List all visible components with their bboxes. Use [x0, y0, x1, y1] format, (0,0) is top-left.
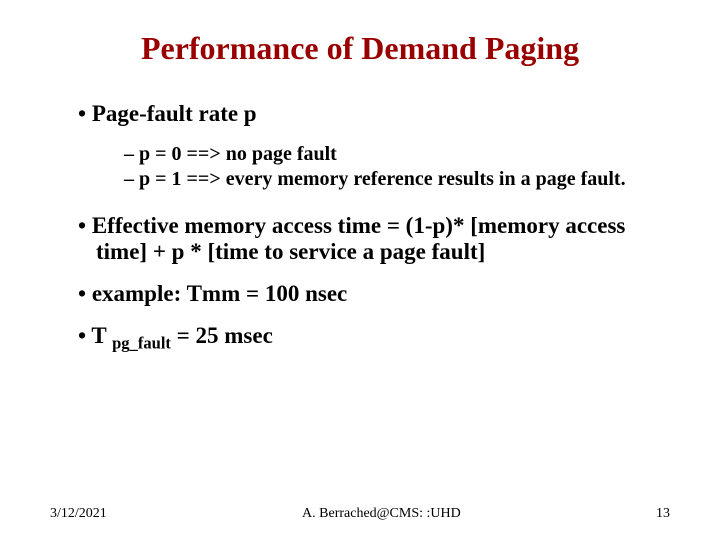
slide-title: Performance of Demand Paging	[50, 30, 670, 67]
bullet-text-part: = 25 msec	[171, 323, 273, 348]
bullet-level1: example: Tmm = 100 nsec	[78, 281, 670, 307]
bullet-text: example: Tmm = 100 nsec	[92, 281, 347, 306]
subscript-text: pg_fault	[112, 334, 171, 353]
slide: Performance of Demand Paging Page-fault …	[0, 0, 720, 540]
footer-date: 3/12/2021	[50, 506, 107, 522]
spacer	[50, 193, 670, 213]
bullet-text: Page-fault rate p	[92, 101, 257, 126]
bullet-text-part: T	[91, 323, 112, 348]
footer-page: 13	[656, 506, 670, 522]
bullet-text: p = 1 ==> every memory reference results…	[139, 168, 626, 190]
footer: 3/12/2021 A. Berrached@CMS: :UHD 13	[50, 506, 670, 522]
bullet-level1: T pg_fault = 25 msec	[78, 323, 670, 354]
bullet-level2: p = 1 ==> every memory reference results…	[124, 168, 670, 191]
title-text: Performance of Demand Paging	[141, 30, 579, 66]
bullet-level2: p = 0 ==> no page fault	[124, 143, 670, 166]
bullet-level1: Page-fault rate p	[78, 101, 670, 127]
body-content: Page-fault rate p p = 0 ==> no page fault…	[50, 101, 670, 354]
footer-center: A. Berrached@CMS: :UHD	[302, 506, 461, 522]
bullet-text: p = 0 ==> no page fault	[139, 143, 337, 165]
bullet-level1: Effective memory access time = (1-p)* [m…	[78, 213, 670, 265]
bullet-text: Effective memory access time = (1-p)* [m…	[92, 213, 626, 264]
